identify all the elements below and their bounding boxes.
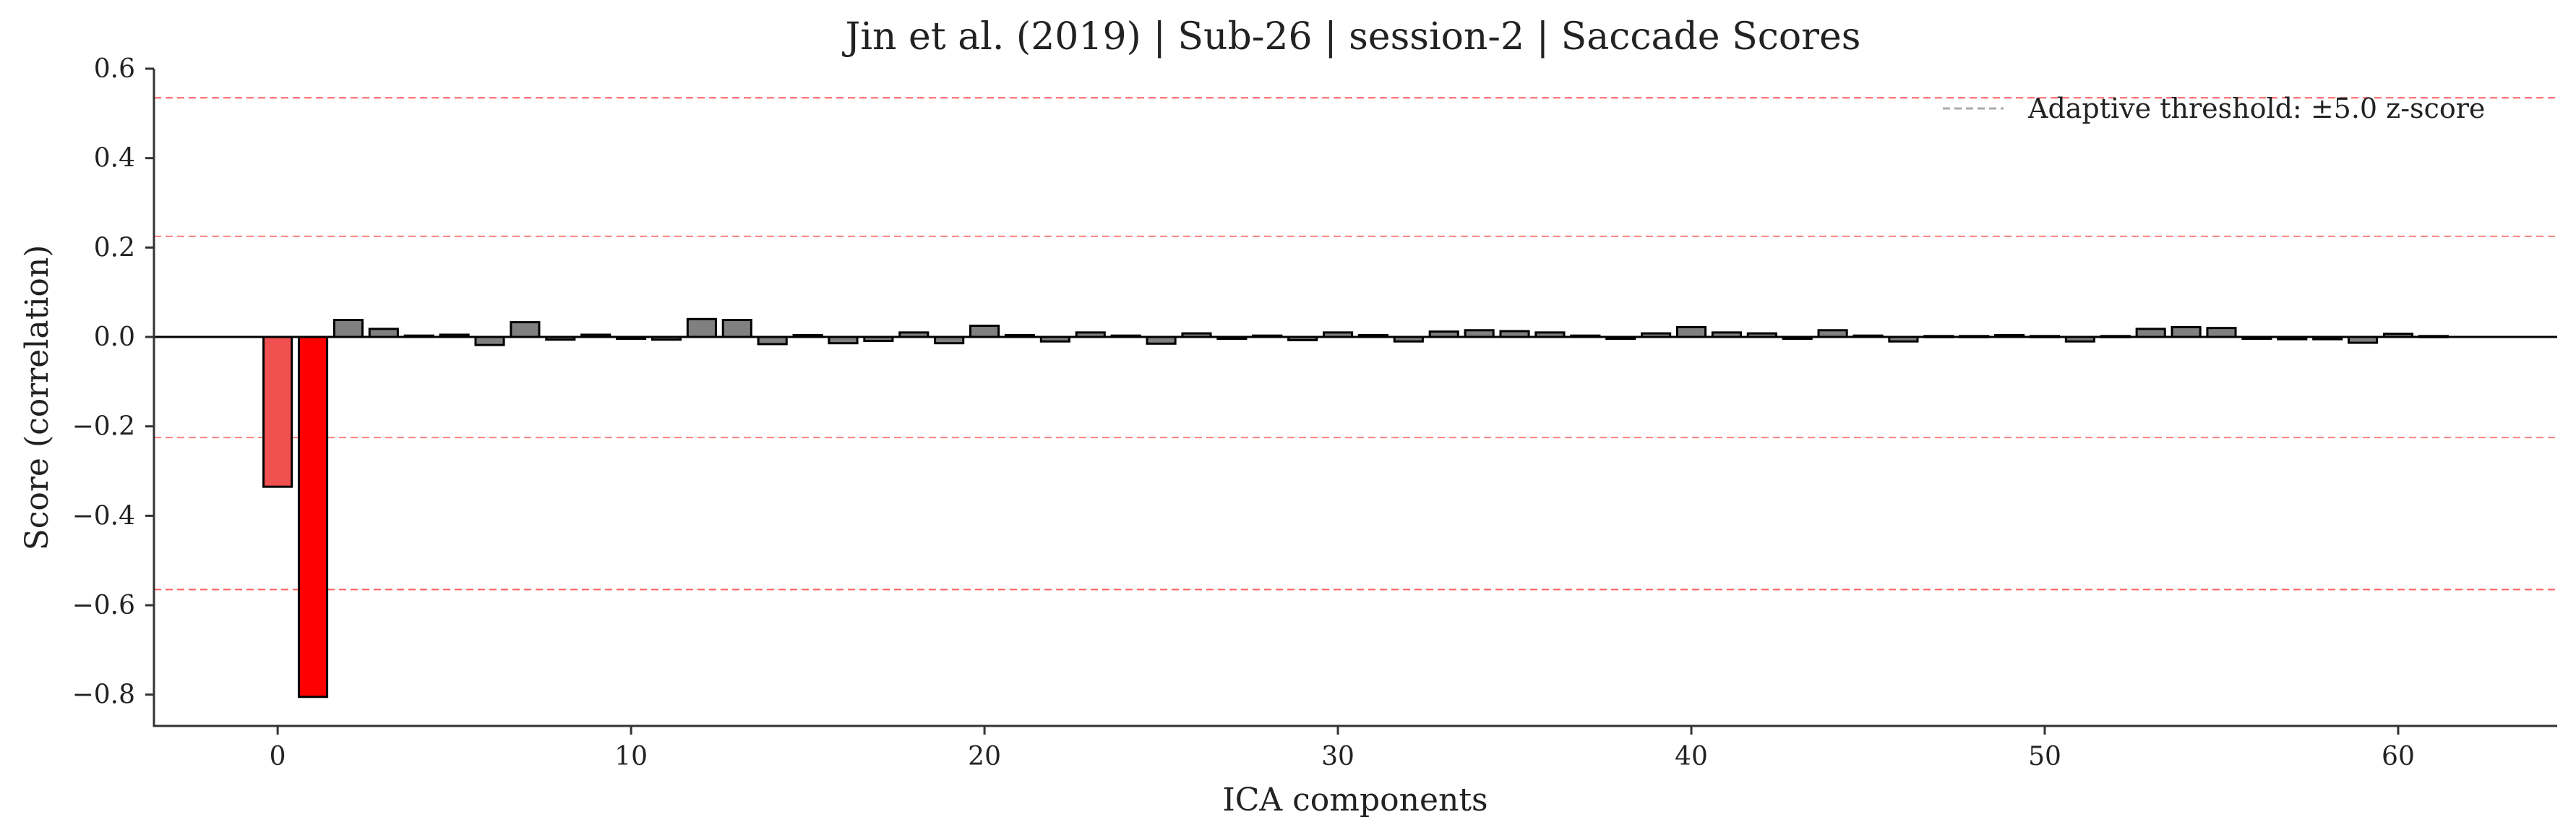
x-tick-label: 20 [968, 742, 1001, 771]
x-tick-label: 0 [270, 742, 286, 771]
bar [721, 319, 752, 338]
bar [474, 335, 505, 346]
y-tick-label: −0.2 [72, 412, 135, 442]
bar-flagged [262, 335, 293, 488]
y-tick-label: −0.6 [72, 591, 135, 620]
bar [510, 321, 541, 338]
x-tick-label: 50 [2028, 742, 2061, 771]
y-axis-label: Score (correlation) [19, 245, 56, 551]
bar [1675, 325, 1707, 338]
x-tick-label: 10 [614, 742, 648, 771]
bar [2171, 325, 2202, 338]
bar [368, 328, 399, 338]
x-tick-label: 30 [1321, 742, 1354, 771]
chart-title: Jin et al. (2019) | Sub-26 | session-2 |… [842, 15, 1861, 59]
y-tick-label: 0.2 [94, 233, 135, 262]
x-axis-ticks: 0 10 20 30 40 50 60 [270, 726, 2415, 771]
legend: Adaptive threshold: ±5.0 z-score [1943, 93, 2485, 124]
x-tick-label: 40 [1675, 742, 1708, 771]
bar [332, 319, 364, 338]
bar [2206, 327, 2237, 338]
y-axis-ticks: 0.6 0.4 0.2 0.0 −0.2 −0.4 −0.6 −0.8 [72, 54, 154, 710]
legend-label: Adaptive threshold: ±5.0 z-score [2027, 93, 2485, 124]
y-tick-label: 0.6 [94, 54, 135, 84]
y-tick-label: −0.8 [72, 680, 135, 710]
y-tick-label: −0.4 [72, 501, 135, 531]
x-tick-label: 60 [2382, 742, 2415, 771]
threshold-lines [154, 97, 2557, 591]
bar [969, 325, 1000, 338]
x-axis-label: ICA components [1222, 782, 1487, 818]
y-tick-label: 0.0 [94, 322, 135, 352]
bar [2135, 328, 2166, 338]
bar-flagged [297, 335, 329, 698]
y-tick-label: 0.4 [94, 144, 135, 174]
bar [686, 317, 717, 338]
